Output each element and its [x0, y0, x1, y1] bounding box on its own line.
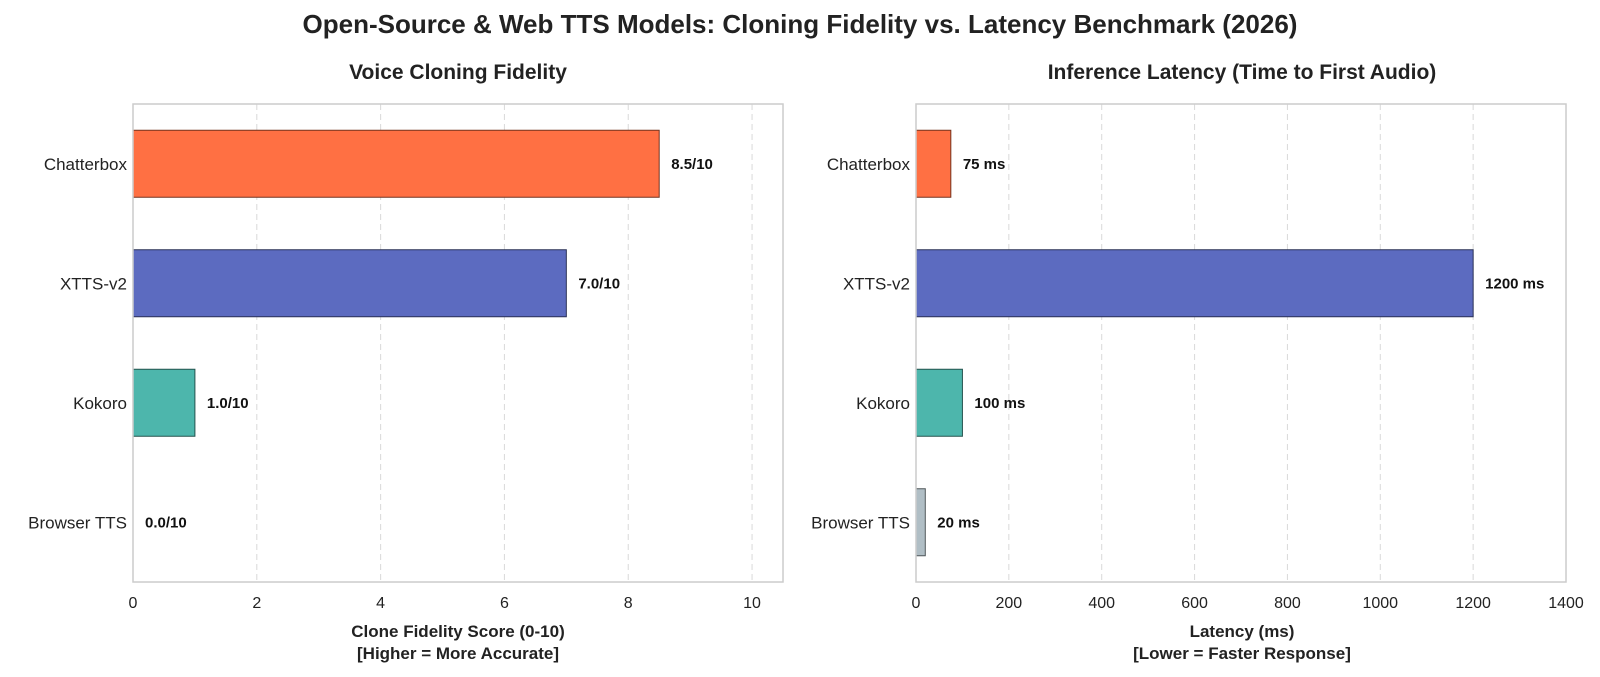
fidelity-y-categories: Chatterbox XTTS-v2 Kokoro Browser TTS: [28, 155, 127, 533]
latency-x-axis-label: Latency (ms): [1190, 622, 1295, 641]
fidelity-value-label: 0.0/10: [145, 514, 187, 531]
latency-x-tick-label: 400: [1088, 595, 1115, 612]
fidelity-chart-panel: Voice Cloning Fidelity 0 2 4 6 8 10 Chatterbo…: [28, 61, 784, 663]
latency-bar: [915, 129, 952, 198]
fidelity-category-label: XTTS-v2: [60, 274, 127, 293]
fidelity-bar: [132, 129, 660, 198]
fidelity-x-tick-label: 10: [743, 595, 761, 612]
fidelity-value-label: 7.0/10: [578, 275, 620, 292]
latency-chart-panel: Inference Latency (Time to First Audio) …: [811, 61, 1584, 663]
fidelity-value-labels: 8.5/10 7.0/10 1.0/10 0.0/10: [145, 156, 713, 532]
fidelity-x-tick-label: 8: [624, 595, 633, 612]
latency-category-label: Kokoro: [856, 394, 910, 413]
latency-bar: [915, 368, 963, 437]
fidelity-x-tick-label: 6: [500, 595, 509, 612]
latency-category-label: Chatterbox: [827, 155, 911, 174]
latency-grid: [1008, 104, 1474, 582]
fidelity-bar: [132, 249, 567, 318]
latency-chart-title: Inference Latency (Time to First Audio): [1048, 61, 1437, 84]
latency-x-tick-label: 1000: [1362, 595, 1398, 612]
figure-title: Open-Source & Web TTS Models: Cloning Fi…: [303, 9, 1298, 39]
latency-x-axis-note: [Lower = Faster Response]: [1133, 644, 1351, 663]
latency-y-categories: Chatterbox XTTS-v2 Kokoro Browser TTS: [811, 155, 910, 533]
fidelity-category-label: Kokoro: [73, 394, 127, 413]
latency-category-label: XTTS-v2: [843, 274, 910, 293]
latency-value-labels: 75 ms 1200 ms 100 ms 20 ms: [937, 156, 1544, 532]
latency-bar: [915, 249, 1474, 318]
fidelity-x-tick-label: 0: [129, 595, 138, 612]
fidelity-bar: [132, 368, 196, 437]
fidelity-x-axis-note: [Higher = More Accurate]: [357, 644, 559, 663]
latency-value-label: 100 ms: [974, 395, 1025, 412]
latency-value-label: 20 ms: [937, 514, 980, 531]
latency-value-label: 75 ms: [963, 156, 1006, 173]
latency-x-tick-label: 1400: [1548, 595, 1584, 612]
latency-value-label: 1200 ms: [1485, 275, 1544, 292]
latency-bar: [915, 488, 926, 557]
fidelity-chart-title: Voice Cloning Fidelity: [349, 61, 567, 84]
fidelity-category-label: Chatterbox: [44, 155, 128, 174]
fidelity-axes-frame: [132, 103, 784, 583]
latency-x-ticks: 0 200 400 600 800 1000 1200 1400: [912, 595, 1584, 612]
fidelity-bars: [132, 129, 660, 437]
latency-axes-frame: [915, 103, 1567, 583]
latency-category-label: Browser TTS: [811, 513, 910, 532]
latency-x-tick-label: 600: [1181, 595, 1208, 612]
fidelity-x-ticks: 0 2 4 6 8 10: [129, 595, 762, 612]
fidelity-value-label: 1.0/10: [207, 395, 249, 412]
fidelity-x-tick-label: 2: [252, 595, 261, 612]
fidelity-value-label: 8.5/10: [671, 156, 713, 173]
latency-x-tick-label: 1200: [1455, 595, 1491, 612]
latency-x-tick-label: 200: [996, 595, 1023, 612]
fidelity-x-tick-label: 4: [376, 595, 385, 612]
latency-x-tick-label: 800: [1274, 595, 1301, 612]
latency-x-tick-label: 0: [912, 595, 921, 612]
fidelity-category-label: Browser TTS: [28, 513, 127, 532]
fidelity-x-axis-label: Clone Fidelity Score (0-10): [351, 622, 565, 641]
